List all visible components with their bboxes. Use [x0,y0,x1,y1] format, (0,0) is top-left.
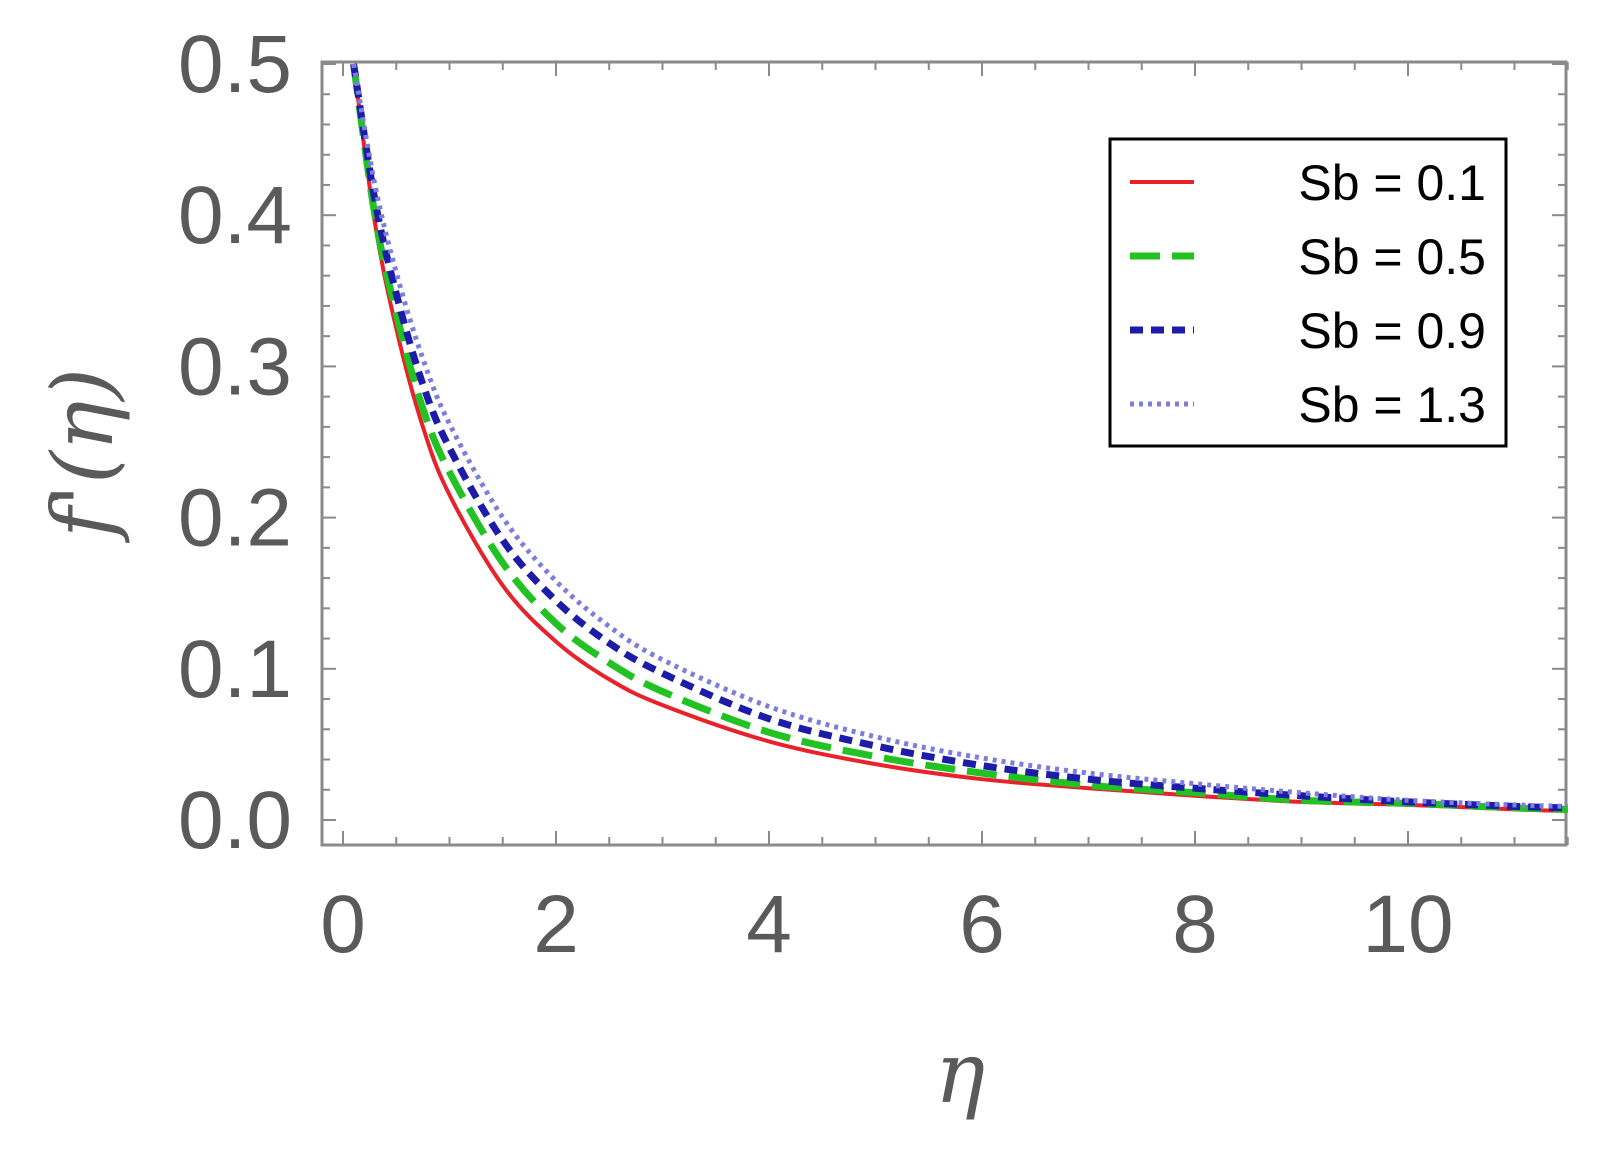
x-tick-label: 8 [1172,879,1218,970]
legend-label: Sb = 0.1 [1298,155,1486,211]
x-tick-label: 4 [746,879,792,970]
series-line [350,63,1568,813]
legend-label: Sb = 0.9 [1298,303,1486,359]
y-tick-label: 0.2 [178,473,292,564]
y-axis-label: f'(η) [34,368,132,544]
x-tick-label: 10 [1362,879,1453,970]
y-tick-label: 0.5 [178,19,292,110]
x-axis-label: η [935,1024,985,1122]
y-tick-label: 0.4 [178,170,292,261]
x-tick-label: 2 [533,879,579,970]
plot-frame [320,60,1568,847]
x-tick-label: 0 [320,879,366,970]
legend-label: Sb = 0.5 [1298,229,1486,285]
x-tick-label: 6 [959,879,1005,970]
series-line [350,63,1568,812]
y-tick-label: 0.0 [178,775,292,866]
axis-ticks [322,62,1569,845]
tick-labels: 0 2 4 6 8 10 0.0 0.1 0.2 0.3 0.4 0.5 [178,19,1454,970]
y-tick-label: 0.3 [178,321,292,412]
legend: Sb = 0.1 Sb = 0.5 Sb = 0.9 Sb = 1.3 [1108,137,1508,448]
series-line [351,63,1568,809]
legend-box [1108,137,1508,448]
series-layer [350,63,1568,813]
legend-label: Sb = 1.3 [1298,377,1486,433]
y-tick-label: 0.1 [178,624,292,715]
